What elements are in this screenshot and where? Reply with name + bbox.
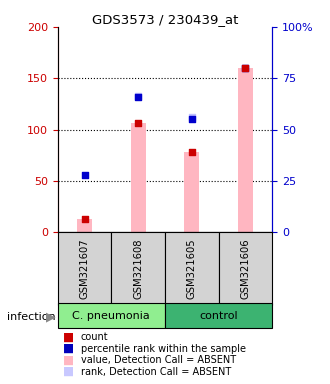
Bar (184, 152, 199, 232)
Bar (58, 232, 112, 305)
Title: GDS3573 / 230439_at: GDS3573 / 230439_at (92, 13, 238, 26)
Text: GSM321605: GSM321605 (187, 238, 197, 299)
Point (136, 94, 141, 100)
Bar (112, 232, 165, 305)
Point (82, 216, 87, 222)
Text: GSM321608: GSM321608 (133, 238, 143, 299)
Text: ■: ■ (63, 365, 74, 378)
Point (243, 65, 248, 71)
Text: GSM321607: GSM321607 (80, 238, 89, 299)
Text: ▶: ▶ (46, 310, 56, 323)
Point (189, 116, 194, 122)
Text: C. pneumonia: C. pneumonia (73, 311, 150, 321)
Text: count: count (81, 332, 109, 342)
Text: infection: infection (7, 312, 55, 322)
Text: ■: ■ (63, 354, 74, 367)
Point (243, 65, 248, 71)
Bar (131, 123, 146, 232)
Text: rank, Detection Call = ABSENT: rank, Detection Call = ABSENT (81, 367, 231, 377)
Bar (238, 68, 253, 232)
Point (136, 120, 141, 126)
Text: percentile rank within the sample: percentile rank within the sample (81, 344, 246, 354)
Bar (165, 303, 272, 328)
Bar (165, 232, 218, 305)
Text: GSM321606: GSM321606 (241, 238, 250, 299)
Text: value, Detection Call = ABSENT: value, Detection Call = ABSENT (81, 355, 236, 365)
Bar (77, 219, 92, 232)
Bar (218, 232, 272, 305)
Bar (58, 303, 165, 328)
Point (136, 93, 141, 99)
Text: control: control (199, 311, 238, 321)
Text: ■: ■ (63, 342, 74, 355)
Point (243, 65, 248, 71)
Point (189, 149, 194, 155)
Text: ■: ■ (63, 331, 74, 344)
Point (189, 114, 194, 120)
Point (82, 172, 87, 178)
